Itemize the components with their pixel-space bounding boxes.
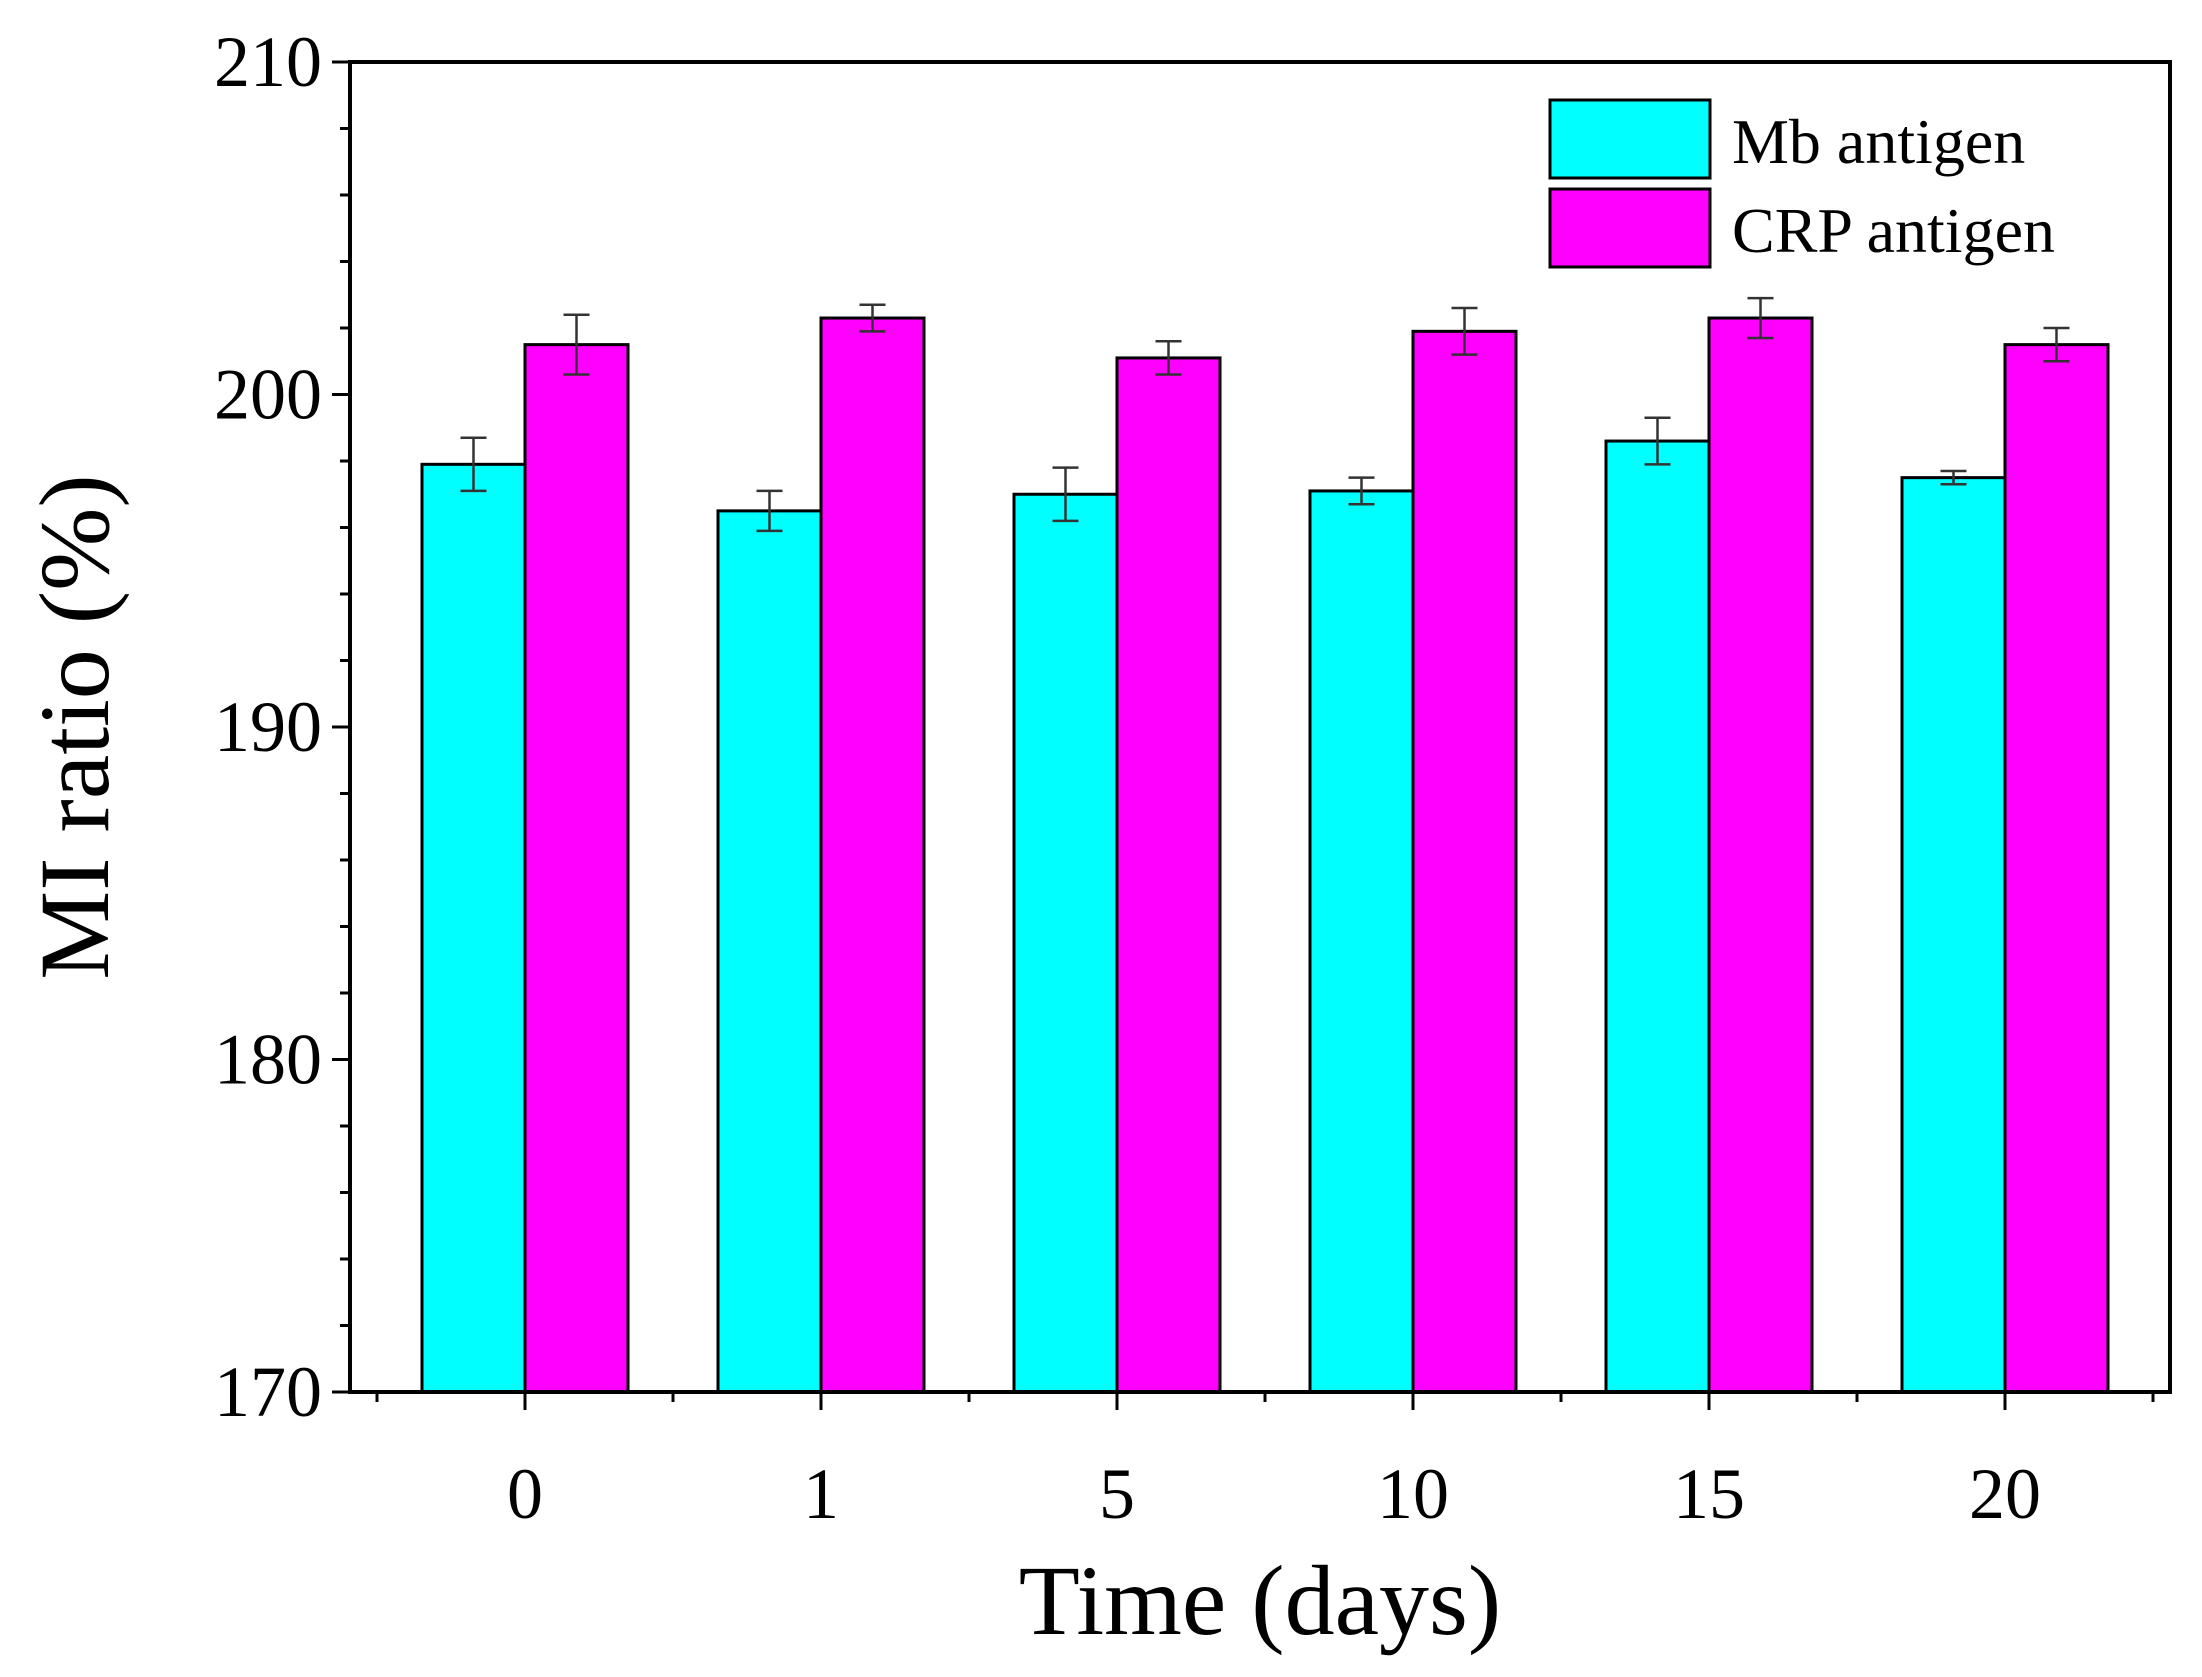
error-bar-crp-1 bbox=[859, 303, 886, 333]
y-axis-title: MI ratio (%) bbox=[19, 474, 130, 979]
error-bar-crp-15 bbox=[1747, 296, 1774, 340]
bar-mb-0 bbox=[420, 462, 527, 1394]
legend-label-crp: CRP antigen bbox=[1732, 195, 2055, 266]
error-bar-mb-0 bbox=[460, 436, 487, 493]
error-bar-crp-5 bbox=[1155, 340, 1182, 376]
x-tick-label-1: 1 bbox=[803, 1454, 839, 1534]
x-tick-label-20: 20 bbox=[1969, 1454, 2041, 1534]
bar-mb-5 bbox=[1012, 492, 1119, 1394]
bar-crp-10 bbox=[1411, 329, 1518, 1394]
bar-mb-20 bbox=[1900, 476, 2007, 1394]
x-tick-label-0: 0 bbox=[507, 1454, 543, 1534]
x-axis: 0 1 5 10 15 20 bbox=[375, 1392, 2155, 1534]
x-tick-label-15: 15 bbox=[1673, 1454, 1745, 1534]
error-bar-mb-20 bbox=[1940, 469, 1967, 486]
y-tick-label-200: 200 bbox=[214, 355, 322, 435]
bar-mb-10 bbox=[1308, 489, 1415, 1394]
bar-crp-5 bbox=[1115, 356, 1222, 1394]
x-axis-title: Time (days) bbox=[1019, 1545, 1501, 1656]
y-tick-label-180: 180 bbox=[214, 1020, 322, 1100]
error-bars-layer bbox=[460, 296, 2070, 533]
bar-crp-20 bbox=[2003, 343, 2110, 1394]
error-bar-mb-1 bbox=[756, 489, 783, 533]
error-bar-crp-20 bbox=[2043, 326, 2070, 363]
error-bar-mb-10 bbox=[1348, 476, 1375, 506]
legend-swatch-mb bbox=[1548, 98, 1712, 180]
bar-mb-15 bbox=[1604, 439, 1711, 1394]
y-tick-label-210: 210 bbox=[214, 22, 322, 102]
x-tick-label-5: 5 bbox=[1099, 1454, 1135, 1534]
y-tick-label-190: 190 bbox=[214, 687, 322, 767]
x-tick-label-10: 10 bbox=[1377, 1454, 1449, 1534]
error-bar-mb-5 bbox=[1052, 466, 1079, 523]
y-tick-label-170: 170 bbox=[214, 1352, 322, 1432]
bar-crp-0 bbox=[523, 343, 630, 1394]
bars-layer bbox=[420, 316, 2110, 1394]
legend: Mb antigen CRP antigen bbox=[1548, 98, 2055, 269]
error-bar-mb-15 bbox=[1644, 416, 1671, 466]
error-bar-crp-0 bbox=[563, 313, 590, 376]
error-bar-crp-10 bbox=[1451, 306, 1478, 356]
bar-crp-1 bbox=[819, 316, 926, 1394]
legend-swatch-crp bbox=[1548, 187, 1712, 269]
y-axis: 170 180 190 200 210 bbox=[214, 22, 350, 1432]
bar-mb-1 bbox=[716, 509, 823, 1394]
bar-crp-15 bbox=[1707, 316, 1814, 1394]
legend-label-mb: Mb antigen bbox=[1732, 106, 2025, 177]
